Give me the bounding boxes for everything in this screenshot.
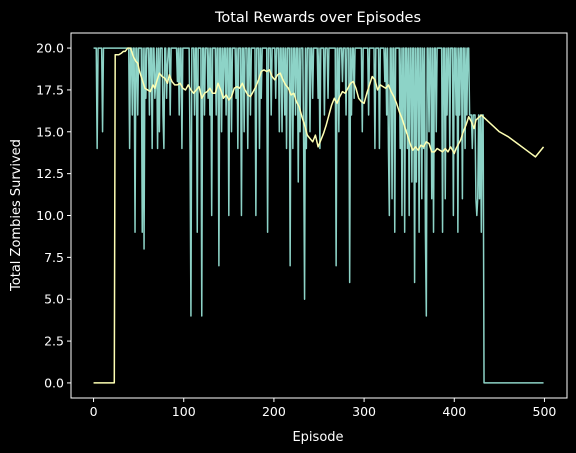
x-axis-label: Episode <box>292 430 343 445</box>
series-lines <box>93 47 545 384</box>
chart-title: Total Rewards over Episodes <box>214 10 421 26</box>
y-tick-label: 12.5 <box>36 166 64 181</box>
y-tick-label: 17.5 <box>36 82 64 97</box>
y-tick-label: 7.5 <box>44 250 64 265</box>
y-tick-label: 10.0 <box>36 208 64 223</box>
y-tick-label: 20.0 <box>36 41 64 56</box>
series-line-2 <box>93 47 545 384</box>
x-tick-label: 0 <box>90 404 98 419</box>
series-line-1 <box>93 47 544 384</box>
x-tick-label: 400 <box>442 404 466 419</box>
y-axis-ticks: 0.0 2.5 5.0 7.5 10.0 12.5 15.0 17.5 20.0 <box>36 41 71 390</box>
plot-area <box>93 47 545 384</box>
y-tick-label: 0.0 <box>44 375 64 390</box>
y-tick-label: 2.5 <box>44 334 64 349</box>
x-tick-label: 500 <box>533 404 557 419</box>
y-tick-label: 5.0 <box>44 292 64 307</box>
x-axis-ticks: 0 100 200 300 400 500 <box>90 398 557 419</box>
x-tick-label: 100 <box>172 404 196 419</box>
x-tick-label: 200 <box>262 404 286 419</box>
y-tick-label: 15.0 <box>36 124 64 139</box>
x-tick-label: 300 <box>352 404 376 419</box>
y-axis-label: Total Zombies Survived <box>9 139 24 292</box>
